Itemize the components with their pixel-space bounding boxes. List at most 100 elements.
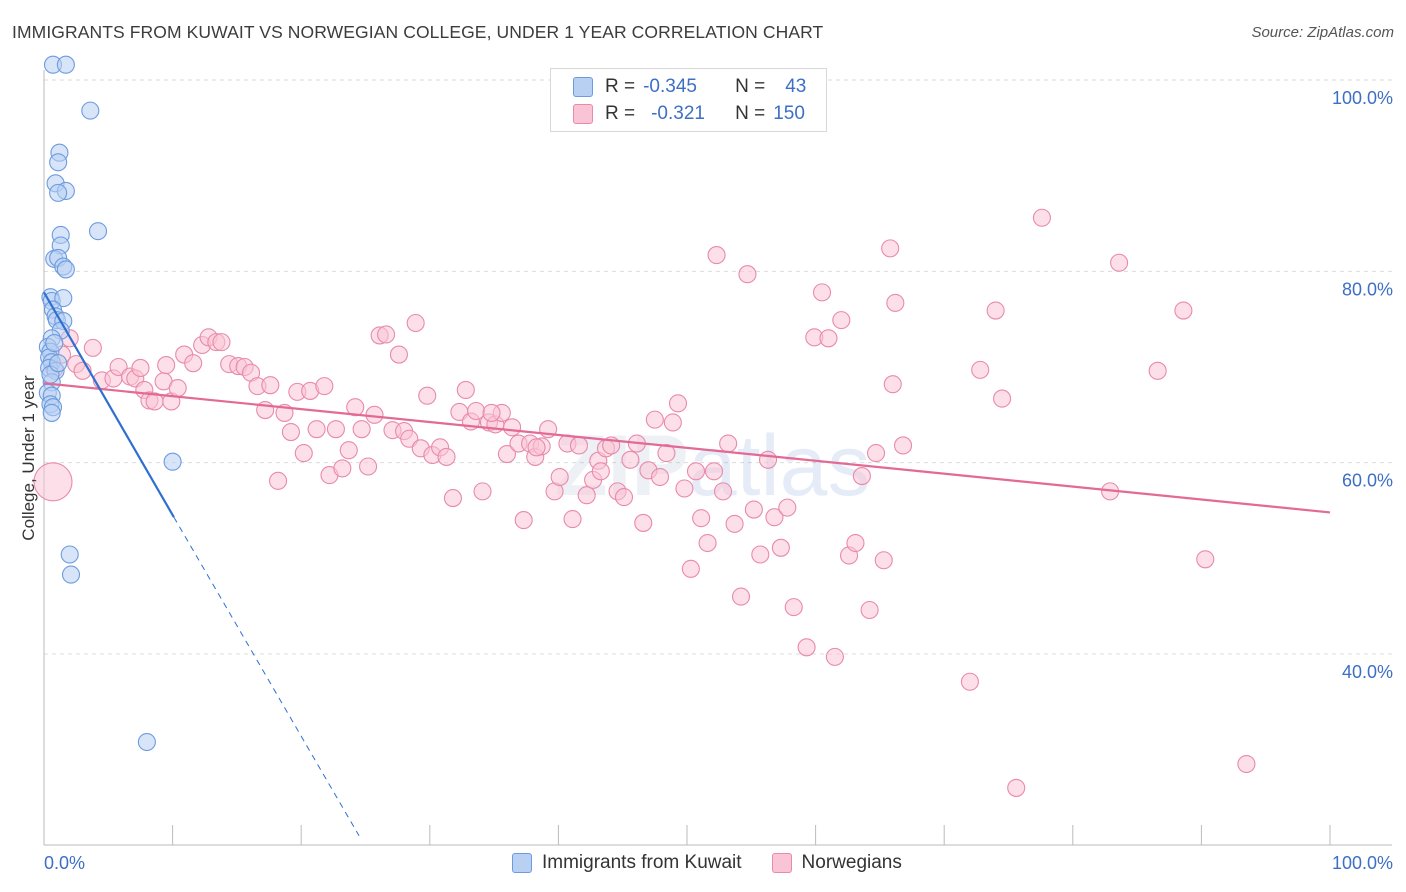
norwegians-point [563, 510, 582, 529]
legend-swatch-pink [573, 104, 593, 124]
norwegians-point [168, 378, 187, 398]
norwegians-point [731, 587, 751, 606]
kuwait-point [137, 732, 156, 752]
norwegians-point [550, 467, 569, 487]
norwegians-point [993, 389, 1012, 408]
norwegians-point [315, 377, 334, 396]
norwegians-point [443, 489, 462, 508]
norwegians-point [352, 420, 371, 439]
y-tick-label: 80.0% [1342, 279, 1393, 299]
norwegians-point [778, 498, 797, 517]
bottom-legend-label: Immigrants from Kuwait [542, 852, 742, 873]
norwegians-points [33, 101, 1256, 797]
norwegians-point [645, 410, 664, 429]
norwegians-point [874, 551, 893, 570]
norwegians-point [157, 356, 176, 375]
legend-row-norwegians: R = -0.321 N = 150 [573, 102, 805, 126]
norwegians-point [744, 500, 763, 519]
norwegians-point [473, 482, 492, 501]
norwegians-point [1110, 253, 1129, 272]
norwegians-point [797, 638, 816, 657]
norwegians-point [738, 265, 757, 284]
legend-r-label: R = [605, 76, 636, 97]
norwegians-point [621, 450, 640, 469]
norwegians-point [294, 444, 313, 463]
norwegians-point [832, 311, 851, 330]
norwegians-point [971, 360, 990, 379]
kuwait-trend-line [43, 291, 175, 518]
norwegians-point [784, 598, 803, 617]
norwegians-point [866, 444, 886, 463]
norwegians-point [758, 450, 778, 469]
norwegians-point [614, 488, 634, 507]
norwegians-point [986, 301, 1005, 320]
norwegians-point [83, 338, 102, 357]
norwegians-point [131, 358, 150, 378]
norwegians-point [812, 283, 832, 302]
norwegians-point [281, 423, 300, 442]
norwegians-point [668, 394, 688, 413]
norwegians-point [333, 459, 352, 478]
y-tick-label: 40.0% [1342, 662, 1393, 682]
legend-n-label: N = [735, 76, 766, 97]
norwegians-point [883, 375, 902, 394]
kuwait-point [49, 183, 68, 202]
kuwait-point [49, 153, 68, 172]
norwegians-trend-line [43, 382, 1331, 514]
norwegians-point [771, 538, 790, 557]
bottom-legend-kuwait: Immigrants from Kuwait [512, 852, 742, 874]
norwegians-point [184, 354, 203, 373]
norwegians-point [886, 293, 905, 312]
norwegians-point [852, 467, 871, 486]
kuwait-point [81, 101, 100, 120]
bottom-legend-norwegians: Norwegians [771, 852, 902, 874]
norwegians-point [675, 479, 694, 498]
norwegians-point [497, 445, 517, 464]
norwegians-point [437, 447, 456, 466]
y-tick-label: 60.0% [1342, 471, 1393, 491]
axes [43, 70, 1392, 846]
norwegians-point [650, 467, 670, 487]
kuwait-point [54, 289, 73, 308]
norwegians-point [765, 508, 784, 527]
norwegians-point [346, 398, 365, 417]
source-credit: Source: ZipAtlas.com [1251, 24, 1394, 41]
y-axis-label: College, Under 1 year [19, 375, 38, 541]
x-tick-label: 100.0% [1332, 853, 1393, 873]
norwegians-point [261, 376, 280, 395]
legend-r-value: -0.321 [651, 103, 705, 124]
kuwait-point [49, 354, 68, 373]
norwegians-point [307, 420, 326, 439]
norwegians-point [819, 329, 838, 348]
norwegians-point [33, 462, 73, 502]
norwegians-point [713, 482, 733, 501]
norwegians-point [359, 457, 378, 476]
kuwait-point [163, 452, 182, 471]
norwegians-point [698, 533, 717, 553]
bottom-legend: Immigrants from Kuwait Norwegians [512, 852, 932, 874]
kuwait-point [45, 334, 64, 353]
norwegians-point [389, 345, 408, 364]
trend-lines [43, 291, 1331, 837]
norwegians-point [707, 246, 726, 265]
norwegians-point [339, 441, 358, 460]
norwegians-point [456, 380, 475, 400]
norwegians-point [893, 436, 913, 455]
bottom-legend-swatch-blue [512, 853, 532, 873]
tick-labels: 100.0% 80.0% 60.0% 40.0% 0.0% 100.0% [44, 88, 1393, 873]
norwegians-point [418, 386, 437, 405]
norwegians-point [881, 239, 900, 258]
norwegians-point [704, 462, 724, 481]
norwegians-point [634, 513, 653, 532]
chart-title: IMMIGRANTS FROM KUWAIT VS NORWEGIAN COLL… [12, 22, 824, 42]
norwegians-point [326, 420, 345, 439]
kuwait-point [56, 55, 75, 74]
norwegians-point [657, 444, 676, 463]
bottom-legend-label: Norwegians [801, 852, 902, 873]
norwegians-point [1148, 361, 1167, 380]
norwegians-point [591, 462, 610, 481]
norwegians-point [503, 418, 522, 437]
norwegians-point [1237, 754, 1256, 774]
legend: R = -0.345 N = 43 R = -0.321 N = 150 [550, 68, 827, 132]
legend-n-value: 150 [773, 103, 805, 124]
